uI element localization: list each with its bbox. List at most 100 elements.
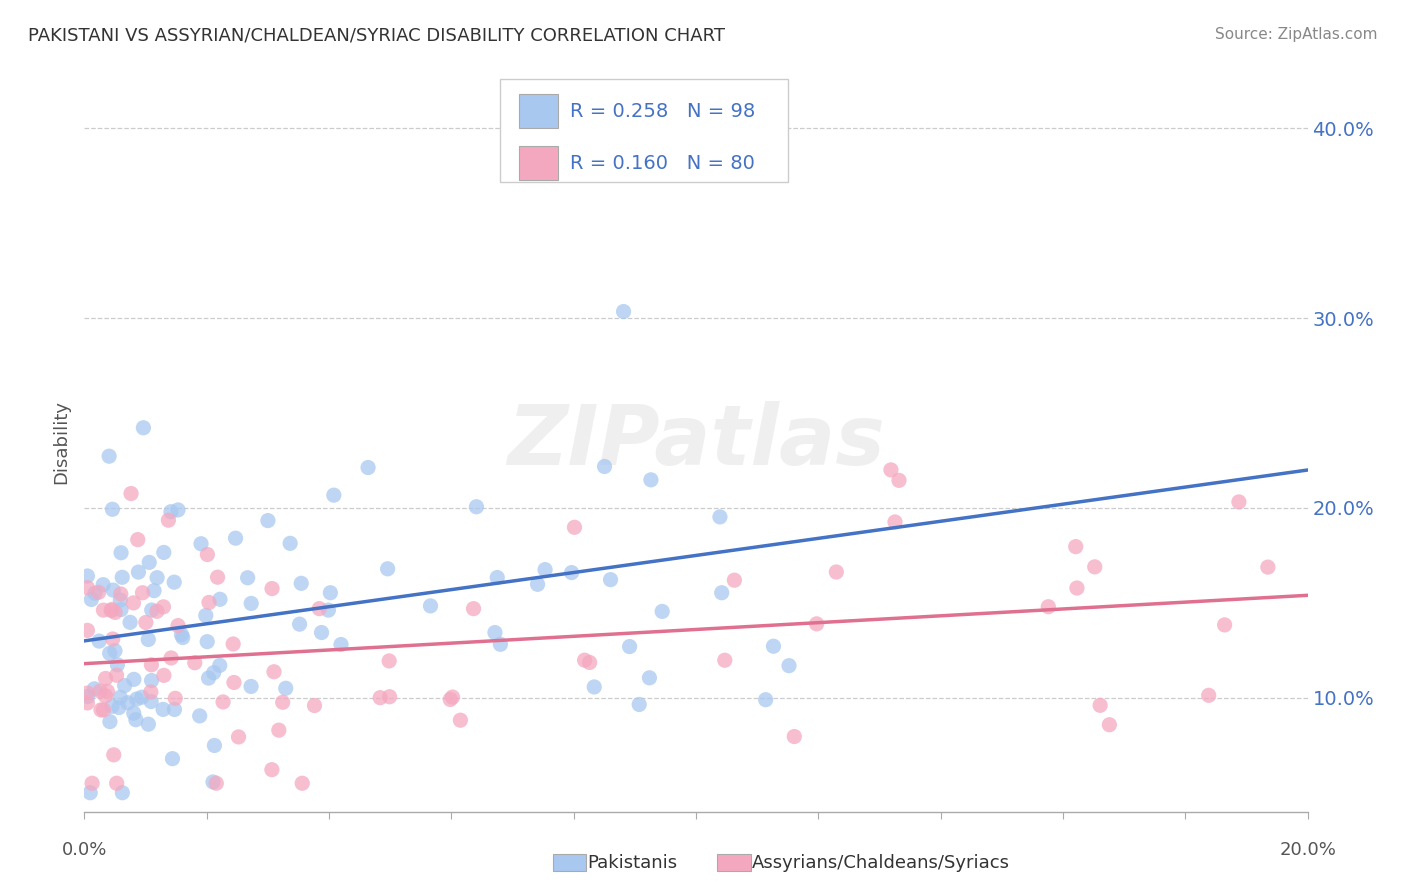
FancyBboxPatch shape [501,78,787,183]
Point [76,624,98,638]
Point [713,653,735,667]
Point [762,639,785,653]
Point [131,586,153,600]
Point [368,690,391,705]
Point [377,562,399,576]
Point [98,714,121,729]
Point [120,486,142,500]
Text: Source: ZipAtlas.com: Source: ZipAtlas.com [1215,27,1378,42]
Point [1064,540,1087,554]
Point [122,596,145,610]
Point [138,717,160,731]
Point [225,531,247,545]
Point [267,723,290,738]
Text: Pakistanis: Pakistanis [588,854,678,871]
Point [111,786,134,800]
Point [152,599,174,614]
Point [153,668,176,682]
Point [146,571,169,585]
Point [100,603,122,617]
Point [87,585,110,599]
Point [534,563,557,577]
Point [190,537,212,551]
Point [93,603,115,617]
Point [105,668,128,682]
Point [110,546,132,560]
Point [143,583,166,598]
Point [101,699,124,714]
Point [110,690,132,705]
Point [93,703,115,717]
Point [80,776,103,790]
Point [709,509,731,524]
Point [205,776,228,790]
Point [378,654,401,668]
Point [197,548,219,562]
Point [163,575,186,590]
Point [260,582,283,596]
Point [76,581,98,595]
Point [288,617,311,632]
Point [291,776,314,790]
Point [204,739,226,753]
Point [110,602,132,616]
Point [583,680,606,694]
Point [83,681,105,696]
Point [117,696,139,710]
Point [439,692,461,706]
Text: Assyrians/Chaldeans/Syriacs: Assyrians/Chaldeans/Syriacs [752,854,1010,871]
Point [526,577,548,591]
Point [274,681,297,696]
Point [122,706,145,720]
Point [127,565,149,579]
Point [880,463,903,477]
Point [104,606,127,620]
Point [76,690,98,704]
Point [806,616,828,631]
Point [146,604,169,618]
Point [184,656,207,670]
Point [89,684,111,698]
Point [94,689,117,703]
Point [311,625,333,640]
Point [441,690,464,704]
Point [628,698,651,712]
FancyBboxPatch shape [519,95,558,128]
Point [91,577,114,591]
Text: R = 0.258   N = 98: R = 0.258 N = 98 [569,102,755,120]
Point [157,513,180,527]
Point [127,533,149,547]
Point [120,615,142,630]
Point [825,565,848,579]
Point [105,776,128,790]
Point [330,638,353,652]
Point [101,502,124,516]
Point [484,625,506,640]
Point [290,576,312,591]
Point [260,763,283,777]
Point [141,603,163,617]
Point [125,713,148,727]
Point [76,569,98,583]
Point [640,473,662,487]
Point [240,596,263,610]
Point [486,570,509,584]
Point [167,618,190,632]
Point [167,503,190,517]
Point [165,691,187,706]
Point [141,657,163,672]
Point [489,637,512,651]
Point [593,459,616,474]
Point [222,637,245,651]
Point [79,786,101,800]
Point [322,488,344,502]
Point [201,775,224,789]
Point [98,449,121,463]
Text: ZIPatlas: ZIPatlas [508,401,884,482]
Point [884,515,907,529]
Point [141,673,163,688]
Point [172,631,194,645]
Text: PAKISTANI VS ASSYRIAN/CHALDEAN/SYRIAC DISABILITY CORRELATION CHART: PAKISTANI VS ASSYRIAN/CHALDEAN/SYRIAC DI… [28,27,725,45]
Point [136,632,159,647]
Point [1084,560,1107,574]
